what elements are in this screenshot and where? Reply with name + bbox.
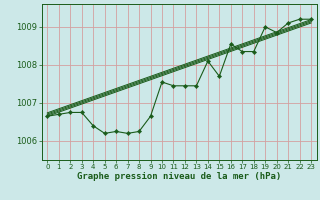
X-axis label: Graphe pression niveau de la mer (hPa): Graphe pression niveau de la mer (hPa) [77,172,281,181]
